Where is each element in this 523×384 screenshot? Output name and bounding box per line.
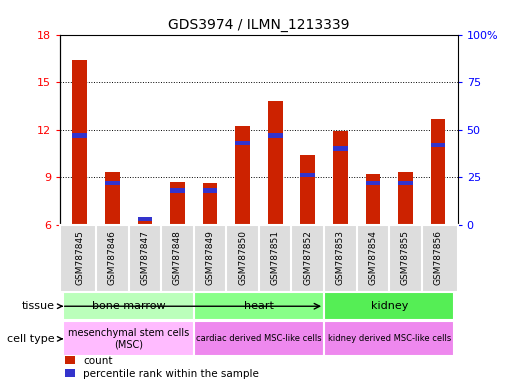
Text: GSM787846: GSM787846 (108, 230, 117, 285)
Bar (300, 173, 315, 177)
Bar (268, 101, 282, 225)
Bar (194, 293, 324, 320)
Bar (398, 172, 413, 225)
Text: GSM787849: GSM787849 (206, 230, 214, 285)
Bar (138, 217, 152, 221)
Text: heart: heart (244, 301, 274, 311)
Bar (398, 180, 413, 185)
Bar (300, 155, 315, 225)
Text: GSM787847: GSM787847 (140, 230, 150, 285)
Bar (431, 142, 446, 147)
Text: mesenchymal stem cells
(MSC): mesenchymal stem cells (MSC) (68, 328, 189, 350)
Text: GSM787854: GSM787854 (368, 230, 378, 285)
Bar (194, 321, 324, 356)
Bar (63, 321, 194, 356)
Bar (170, 182, 185, 225)
Text: GSM787848: GSM787848 (173, 230, 182, 285)
Bar (203, 188, 218, 193)
Text: cell type: cell type (7, 334, 55, 344)
Text: kidney: kidney (370, 301, 408, 311)
Bar (138, 218, 152, 225)
Text: GSM787852: GSM787852 (303, 230, 312, 285)
Bar (268, 133, 282, 137)
Bar (366, 174, 380, 225)
Text: bone marrow: bone marrow (92, 301, 165, 311)
Text: kidney derived MSC-like cells: kidney derived MSC-like cells (327, 334, 451, 343)
Bar (63, 293, 194, 320)
Bar (431, 119, 446, 225)
Text: GSM787856: GSM787856 (434, 230, 442, 285)
Text: cardiac derived MSC-like cells: cardiac derived MSC-like cells (196, 334, 322, 343)
Bar (333, 146, 348, 151)
Bar (72, 133, 87, 137)
Bar (203, 184, 218, 225)
Title: GDS3974 / ILMN_1213339: GDS3974 / ILMN_1213339 (168, 18, 350, 32)
Bar (366, 180, 380, 185)
Text: GSM787853: GSM787853 (336, 230, 345, 285)
Bar (235, 126, 250, 225)
Bar (324, 321, 454, 356)
Bar (72, 60, 87, 225)
Bar (235, 141, 250, 145)
Legend: count, percentile rank within the sample: count, percentile rank within the sample (65, 356, 259, 379)
Bar (105, 180, 120, 185)
Text: tissue: tissue (22, 301, 55, 311)
Text: GSM787855: GSM787855 (401, 230, 410, 285)
Text: GSM787845: GSM787845 (75, 230, 84, 285)
Bar (324, 293, 454, 320)
Bar (333, 131, 348, 225)
Text: GSM787851: GSM787851 (271, 230, 280, 285)
Text: GSM787850: GSM787850 (238, 230, 247, 285)
Bar (105, 172, 120, 225)
Bar (170, 188, 185, 193)
